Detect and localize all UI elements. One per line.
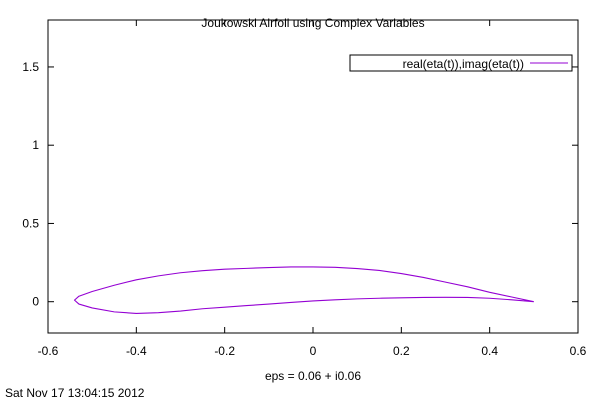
x-tick-label: -0.6 bbox=[38, 344, 59, 358]
y-tick-label: 1.5 bbox=[22, 60, 39, 74]
x-tick-label: 0 bbox=[310, 344, 317, 358]
airfoil-curve bbox=[73, 266, 534, 314]
legend: real(eta(t)),imag(eta(t)) bbox=[349, 54, 573, 72]
x-tick-label: -0.2 bbox=[214, 344, 235, 358]
x-axis-label: eps = 0.06 + i0.06 bbox=[265, 369, 361, 383]
timestamp: Sat Nov 17 13:04:15 2012 bbox=[5, 386, 145, 400]
y-tick-label: 1 bbox=[32, 138, 39, 152]
y-tick-label: 0.5 bbox=[22, 216, 39, 230]
x-tick-label: -0.4 bbox=[126, 344, 147, 358]
legend-box bbox=[349, 54, 573, 72]
x-tick-label: 0.4 bbox=[481, 344, 498, 358]
legend-label: real(eta(t)),imag(eta(t)) bbox=[403, 57, 524, 71]
x-tick-label: 0.2 bbox=[393, 344, 410, 358]
y-tick-label: 0 bbox=[32, 295, 39, 309]
x-tick-label: 0.6 bbox=[570, 344, 587, 358]
